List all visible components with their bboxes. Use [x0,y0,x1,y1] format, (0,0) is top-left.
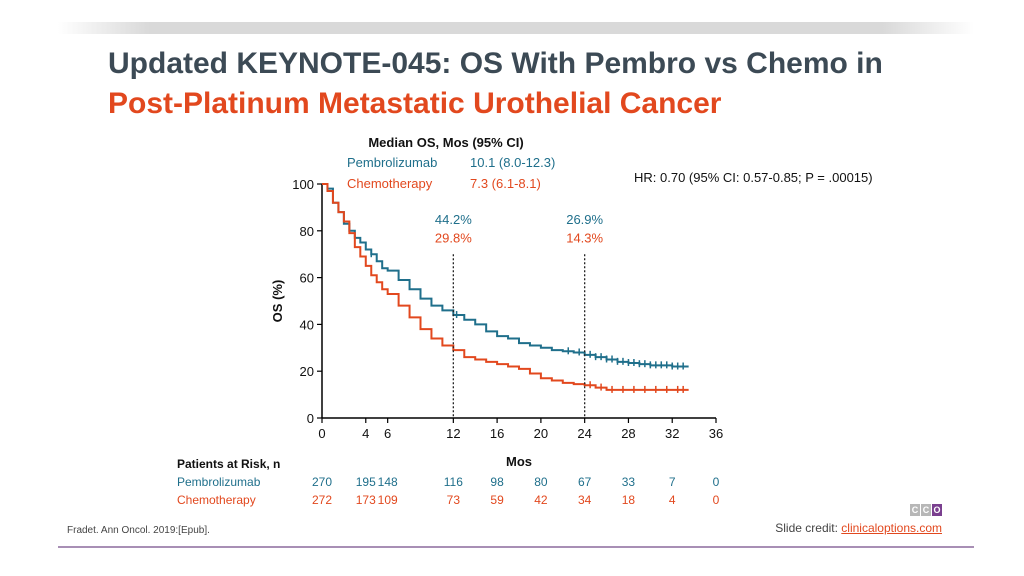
median-name-pembro: Pembrolizumab [347,155,437,170]
median-value-pembro: 10.1 (8.0-12.3) [470,155,555,170]
risk-cell-pembro: 33 [622,475,636,489]
risk-cell-pembro: 116 [444,475,463,489]
risk-table-header: Patients at Risk, n [177,457,280,471]
risk-cell-chemo: 59 [490,493,504,507]
title-line-2: Post-Platinum Metastatic Urothelial Canc… [108,87,722,120]
risk-cell-pembro: 195 [356,475,376,489]
median-value-chemo: 7.3 (6.1-8.1) [470,176,541,191]
y-tick-label: 20 [300,364,314,379]
x-tick-label: 20 [534,426,548,441]
y-tick-label: 100 [292,177,314,192]
slide-credit: Slide credit: clinicaloptions.com [775,521,942,535]
y-axis-title: OS (%) [270,280,285,323]
median-legend: Median OS, Mos (95% CI) Pembrolizumab 10.1… [347,135,873,191]
risk-cell-pembro: 98 [490,475,504,489]
slide-title: Updated KEYNOTE-045: OS With Pembro vs C… [108,44,883,124]
credit-label: Slide credit: [775,521,842,535]
risk-cell-chemo: 4 [669,493,676,507]
risk-table: Patients at Risk, n Pembrolizumab 270 195 14… [177,457,720,507]
km-curve-pembro [322,183,689,368]
y-tick-label: 80 [300,224,314,239]
series-layer [322,183,689,393]
x-tick-label: 28 [621,426,635,441]
risk-cell-pembro: 67 [578,475,592,489]
credit-link[interactable]: clinicaloptions.com [841,521,942,535]
km-curve-chemo [322,183,689,391]
y-tick-label: 60 [300,271,314,286]
logo-letter-2: C [921,504,931,516]
logo-letter-1: C [910,504,920,516]
risk-cell-chemo: 73 [447,493,461,507]
risk-cell-pembro: 80 [534,475,548,489]
x-tick-label: 6 [384,426,391,441]
risk-cell-pembro: 7 [669,475,676,489]
x-tick-label: 16 [490,426,504,441]
risk-cell-chemo: 0 [713,493,720,507]
x-axis-title: Mos [506,454,532,469]
hazard-ratio-text: HR: 0.70 (95% CI: 0.57-0.85; P = .00015) [634,170,873,185]
ref-label-pembro: 44.2% [435,212,472,227]
risk-cell-chemo: 42 [534,493,548,507]
citation: Fradet. Ann Oncol. 2019:[Epub]. [67,525,210,536]
y-tick-label: 0 [307,411,314,426]
risk-cell-chemo: 109 [378,493,398,507]
x-tick-label: 12 [446,426,460,441]
axes: 0 20 40 60 80 100 0 4 6 12 16 20 24 28 32 36 OS (%) Mos [270,177,723,469]
risk-cell-chemo: 173 [356,493,376,507]
risk-row-name-chemo: Chemotherapy [177,493,256,507]
bottom-accent-line [58,546,974,548]
y-tick-label: 40 [300,317,314,332]
ref-label-chemo: 14.3% [566,231,603,246]
annotation-layer: 44.2% 29.8% 26.9% 14.3% [435,212,604,418]
risk-cell-pembro: 270 [312,475,332,489]
risk-cell-chemo: 34 [578,493,592,507]
x-tick-label: 36 [709,426,723,441]
risk-row-name-pembro: Pembrolizumab [177,475,261,489]
risk-cell-pembro: 0 [713,475,720,489]
x-tick-label: 4 [362,426,369,441]
median-heading: Median OS, Mos (95% CI) [368,135,523,150]
ref-label-pembro: 26.9% [566,212,603,227]
median-name-chemo: Chemotherapy [347,176,433,191]
risk-cell-pembro: 148 [378,475,398,489]
risk-cell-chemo: 272 [312,493,332,507]
x-tick-label: 24 [577,426,591,441]
cco-logo: C C O [910,504,942,516]
logo-letter-3: O [932,504,942,516]
ref-label-chemo: 29.8% [435,231,472,246]
risk-cell-chemo: 18 [622,493,636,507]
x-tick-label: 32 [665,426,679,441]
title-line-1: Updated KEYNOTE-045: OS With Pembro vs C… [108,47,883,80]
x-tick-label: 0 [318,426,325,441]
top-decorative-bar [58,22,974,34]
